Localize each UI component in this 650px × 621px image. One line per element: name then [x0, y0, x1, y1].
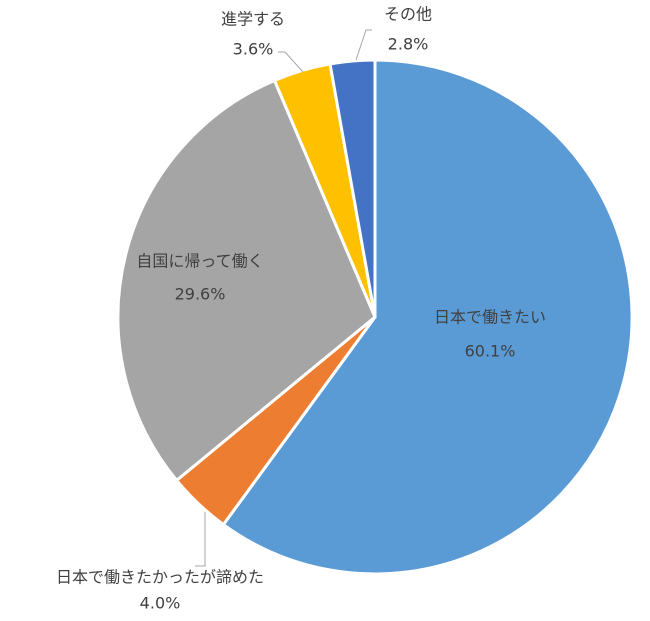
slice-label: 日本で働きたかったが諦めた: [56, 568, 264, 587]
slice-label: 日本で働きたい: [434, 308, 546, 327]
value-label: 29.6%: [175, 285, 226, 304]
slice-label: 自国に帰って働く: [136, 252, 263, 271]
slice-label: 進学する: [221, 10, 285, 29]
value-label: 60.1%: [465, 342, 516, 361]
slice-label: その他: [384, 5, 432, 24]
pie-slice: [221, 58, 634, 576]
leader-line: [278, 51, 304, 73]
value-label: 3.6%: [233, 40, 274, 59]
leader-line: [195, 512, 206, 567]
value-label: 2.8%: [388, 35, 429, 54]
value-label: 4.0%: [140, 594, 181, 613]
pie-slice: [328, 58, 377, 318]
pie-slice: [116, 78, 377, 483]
leader-line: [355, 29, 372, 61]
